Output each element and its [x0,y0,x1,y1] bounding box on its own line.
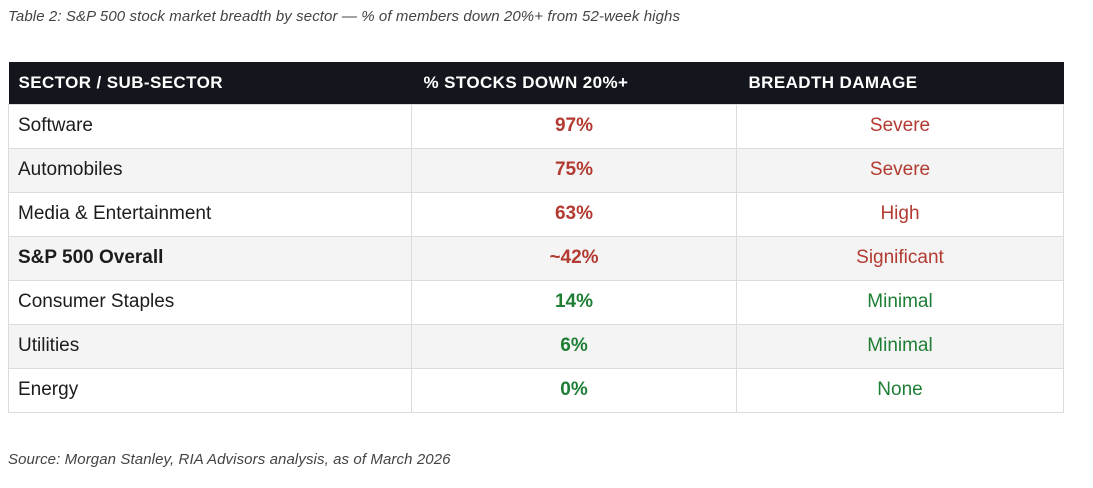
table-row: Automobiles 75% Severe [8,147,1064,193]
column-header-breadth-damage: BREADTH DAMAGE [736,62,1064,104]
pct-down-cell: 0% [411,367,737,413]
sector-cell: Automobiles [8,147,412,193]
sector-cell: S&P 500 Overall [8,235,412,281]
breadth-table: SECTOR / SUB-SECTOR % STOCKS DOWN 20%+ B… [8,62,1064,413]
pct-down-cell: 6% [411,323,737,369]
pct-down-cell: ~42% [411,235,737,281]
damage-cell: Severe [736,103,1064,149]
sector-cell: Utilities [8,323,412,369]
pct-down-cell: 75% [411,147,737,193]
table-row: Software 97% Severe [8,103,1064,149]
source-note: Source: Morgan Stanley, RIA Advisors ana… [8,451,451,468]
damage-cell: Minimal [736,323,1064,369]
table-row: Utilities 6% Minimal [8,323,1064,369]
damage-cell: Significant [736,235,1064,281]
damage-cell: High [736,191,1064,237]
sector-cell: Energy [8,367,412,413]
table-row: Media & Entertainment 63% High [8,191,1064,237]
pct-down-cell: 97% [411,103,737,149]
column-header-pct-down: % STOCKS DOWN 20%+ [411,62,737,104]
sector-cell: Media & Entertainment [8,191,412,237]
table-body: Software 97% Severe Automobiles 75% Severe Med… [8,103,1064,413]
table-row: S&P 500 Overall ~42% Significant [8,235,1064,281]
damage-cell: Minimal [736,279,1064,325]
table-row: Consumer Staples 14% Minimal [8,279,1064,325]
table-caption: Table 2: S&P 500 stock market breadth by… [8,8,681,25]
table-header: SECTOR / SUB-SECTOR % STOCKS DOWN 20%+ B… [8,62,1064,104]
damage-cell: Severe [736,147,1064,193]
sector-cell: Software [8,103,412,149]
header-row: SECTOR / SUB-SECTOR % STOCKS DOWN 20%+ B… [8,62,1064,104]
pct-down-cell: 63% [411,191,737,237]
pct-down-cell: 14% [411,279,737,325]
column-header-sector: SECTOR / SUB-SECTOR [8,62,412,104]
table-row: Energy 0% None [8,367,1064,413]
damage-cell: None [736,367,1064,413]
sector-cell: Consumer Staples [8,279,412,325]
